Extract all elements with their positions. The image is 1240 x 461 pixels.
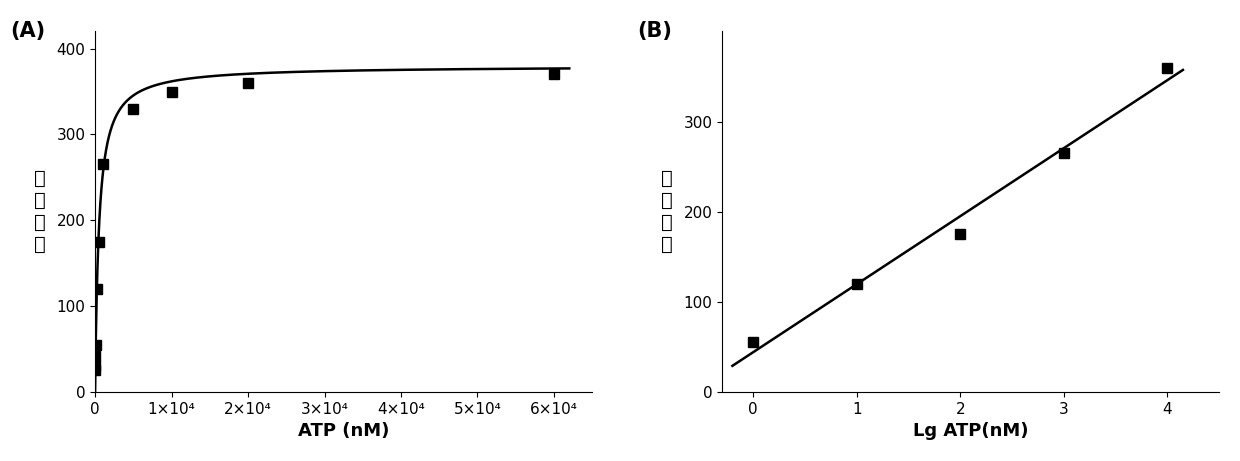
X-axis label: Lg ATP(nM): Lg ATP(nM) (913, 422, 1028, 440)
Text: (A): (A) (11, 21, 46, 41)
Y-axis label: 莧
光
强
度: 莧 光 强 度 (33, 169, 46, 254)
Y-axis label: 莧
光
强
度: 莧 光 强 度 (661, 169, 672, 254)
Text: (B): (B) (637, 21, 672, 41)
X-axis label: ATP (nM): ATP (nM) (298, 422, 389, 440)
